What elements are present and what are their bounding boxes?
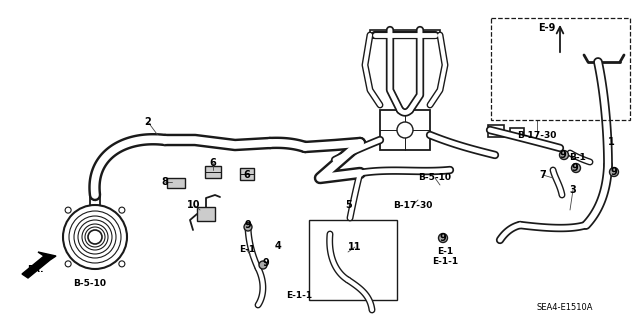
Circle shape: [63, 205, 127, 269]
Bar: [167, 178, 185, 188]
Circle shape: [559, 151, 568, 160]
Text: B-17-30: B-17-30: [394, 201, 433, 210]
Circle shape: [119, 207, 125, 213]
Text: 9: 9: [440, 233, 446, 243]
Bar: [197, 207, 215, 221]
Bar: [380, 110, 430, 150]
Text: 9: 9: [262, 258, 269, 268]
Text: 9: 9: [244, 220, 252, 230]
Text: B-1: B-1: [570, 153, 586, 162]
Bar: [370, 30, 440, 38]
Bar: [309, 220, 397, 300]
Bar: [510, 128, 524, 138]
Circle shape: [609, 167, 618, 176]
Text: 10: 10: [188, 200, 201, 210]
Text: 6: 6: [210, 158, 216, 168]
Bar: [488, 125, 504, 137]
Text: E-1: E-1: [239, 246, 255, 255]
Circle shape: [244, 223, 252, 231]
Circle shape: [119, 261, 125, 267]
Circle shape: [65, 261, 71, 267]
Text: 11: 11: [348, 242, 362, 252]
Text: 6: 6: [244, 170, 250, 180]
Circle shape: [572, 164, 580, 173]
Text: FR.: FR.: [27, 265, 44, 275]
Text: B-5-10: B-5-10: [419, 174, 451, 182]
Text: 3: 3: [570, 185, 577, 195]
Text: SEA4-E1510A: SEA4-E1510A: [537, 303, 593, 313]
Bar: [205, 166, 221, 178]
Text: 1: 1: [607, 137, 614, 147]
Text: 7: 7: [540, 170, 547, 180]
Text: 8: 8: [161, 177, 168, 187]
Bar: [491, 18, 630, 120]
Circle shape: [88, 230, 102, 244]
Text: 5: 5: [346, 200, 353, 210]
Text: 9: 9: [559, 150, 566, 160]
Text: E-1-1: E-1-1: [432, 256, 458, 265]
Bar: [240, 168, 254, 180]
Text: E-1: E-1: [437, 248, 453, 256]
Text: E-9: E-9: [538, 23, 556, 33]
Text: 2: 2: [145, 117, 152, 127]
Text: 4: 4: [275, 241, 282, 251]
Polygon shape: [22, 252, 56, 278]
Text: 9: 9: [611, 167, 618, 177]
Text: B-17-30: B-17-30: [517, 130, 557, 139]
Text: B-5-10: B-5-10: [74, 278, 106, 287]
Circle shape: [259, 261, 267, 269]
Circle shape: [397, 122, 413, 138]
Circle shape: [438, 234, 447, 242]
Circle shape: [65, 207, 71, 213]
Text: 9: 9: [572, 163, 579, 173]
Text: E-1-1: E-1-1: [286, 291, 312, 300]
